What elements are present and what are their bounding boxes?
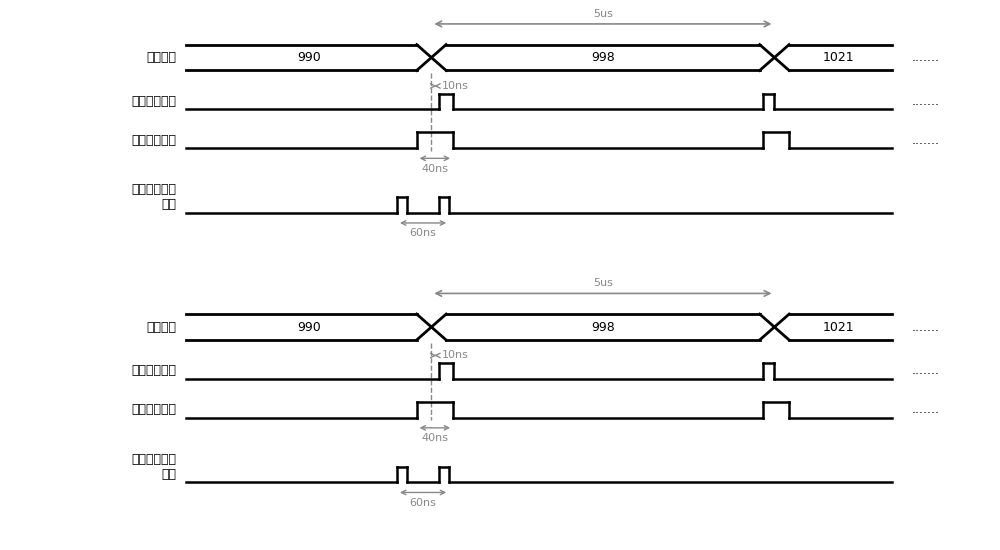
Text: 数据展宽信号: 数据展宽信号: [132, 403, 177, 416]
Text: .......: .......: [912, 365, 940, 377]
Text: 40ns: 40ns: [421, 163, 448, 173]
Text: 60ns: 60ns: [410, 498, 437, 508]
Text: 5us: 5us: [593, 9, 613, 19]
Text: .......: .......: [912, 134, 940, 147]
Text: 波形数据: 波形数据: [147, 321, 177, 333]
Text: .......: .......: [912, 95, 940, 108]
Text: 数据展宽信号: 数据展宽信号: [132, 134, 177, 147]
Text: 990: 990: [297, 51, 321, 64]
Text: .......: .......: [912, 51, 940, 64]
Text: 1021: 1021: [822, 51, 854, 64]
Text: 数据有效信号: 数据有效信号: [132, 365, 177, 377]
Text: .......: .......: [912, 403, 940, 416]
Text: 两次读取请求
信号: 两次读取请求 信号: [132, 183, 177, 211]
Text: .......: .......: [912, 321, 940, 333]
Text: 5us: 5us: [593, 278, 613, 288]
Text: 数据有效信号: 数据有效信号: [132, 95, 177, 108]
Text: 998: 998: [591, 51, 615, 64]
Text: 40ns: 40ns: [421, 433, 448, 443]
Text: 998: 998: [591, 321, 615, 333]
Text: 60ns: 60ns: [410, 228, 437, 238]
Text: 990: 990: [297, 321, 321, 333]
Text: 1021: 1021: [822, 321, 854, 333]
Text: 10ns: 10ns: [442, 350, 469, 360]
Text: 10ns: 10ns: [442, 81, 469, 91]
Text: 波形数据: 波形数据: [147, 51, 177, 64]
Text: 两次读取请求
信号: 两次读取请求 信号: [132, 453, 177, 481]
